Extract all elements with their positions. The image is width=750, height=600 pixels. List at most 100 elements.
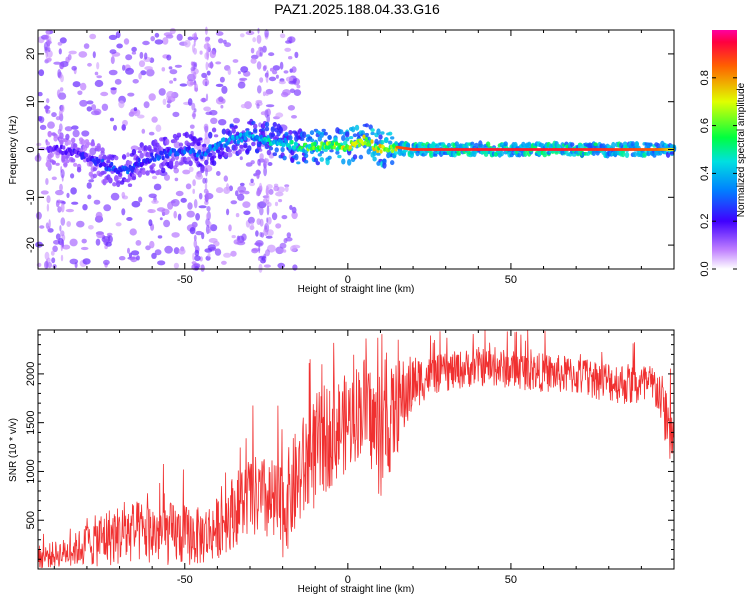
noise-blob [188, 166, 194, 172]
noise-streak [207, 253, 211, 258]
noise-blob [151, 199, 159, 204]
noise-blob [221, 85, 228, 94]
noise-streak [46, 257, 51, 264]
noise-blob [189, 124, 195, 129]
noise-blob [69, 258, 79, 265]
band-blob [303, 153, 309, 158]
noise-streak [60, 254, 64, 262]
band-blob [382, 162, 387, 169]
band-blob [208, 131, 213, 139]
noise-streak [57, 41, 63, 46]
colorbar: 0.0 0.2 0.4 0.6 0.8 Normalized spectral ampl… [699, 30, 747, 277]
band-blob [669, 151, 675, 155]
noise-blob [143, 101, 150, 109]
band-blob [145, 170, 150, 176]
noise-blob [105, 241, 112, 247]
band-blob [372, 151, 377, 156]
ridge-blob [239, 132, 243, 137]
noise-blob [216, 171, 221, 176]
band-blob [274, 147, 279, 153]
band-blob [278, 126, 283, 134]
ridge-blob [240, 138, 244, 143]
spectrogram-ylabel: Frequency (Hz) [8, 116, 19, 185]
band-blob [264, 121, 270, 128]
band-blob [433, 153, 438, 157]
noise-blob [95, 238, 101, 246]
noise-blob [195, 213, 201, 221]
noise-blob [122, 64, 126, 71]
ridge-blob [200, 155, 204, 160]
ridge-blob [356, 138, 360, 143]
band-blob [137, 150, 142, 154]
band-blob [67, 139, 72, 145]
noise-blob [180, 197, 187, 203]
chart-title: PAZ1.2025.188.04.33.G16 [274, 1, 440, 17]
noise-blob [109, 117, 115, 122]
band-blob [223, 152, 229, 158]
noise-blob [55, 233, 61, 240]
noise-blob [243, 210, 251, 216]
noise-blob [200, 264, 205, 272]
noise-streak [255, 190, 261, 197]
noise-streak [192, 44, 195, 53]
x-tick-label: 0 [345, 574, 351, 586]
noise-blob [169, 69, 178, 75]
noise-blob [215, 83, 224, 87]
noise-blob [80, 246, 89, 251]
noise-blob [226, 183, 229, 191]
noise-blob [215, 187, 224, 194]
ridge-blob [176, 151, 180, 157]
noise-blob [113, 124, 117, 131]
noise-streak [263, 253, 267, 263]
x-tick-label: 50 [505, 574, 517, 586]
noise-blob [210, 224, 218, 232]
noise-streak [257, 85, 262, 94]
noise-blob [285, 40, 292, 44]
y-tick-label: 1000 [25, 459, 37, 483]
noise-streak [205, 190, 210, 200]
noise-blob [242, 201, 251, 209]
noise-blob [39, 124, 47, 130]
noise-blob [239, 156, 243, 161]
band-blob [204, 159, 209, 166]
band-blob [634, 141, 639, 148]
band-blob [380, 139, 385, 145]
noise-blob [38, 116, 45, 123]
noise-streak [257, 172, 260, 179]
band-blob [251, 141, 256, 147]
noise-blob [83, 43, 90, 49]
noise-streak [194, 108, 197, 113]
band-blob [243, 144, 248, 149]
band-blob [116, 180, 121, 188]
ridge-blob [137, 157, 141, 163]
noise-blob [275, 74, 279, 79]
band-blob [176, 132, 182, 136]
y-tick-label: -20 [25, 237, 37, 253]
band-blob [347, 158, 352, 166]
ridge-blob [161, 155, 165, 161]
noise-blob [96, 61, 100, 70]
noise-blob [207, 244, 216, 251]
band-blob [270, 126, 275, 133]
noise-blob [140, 70, 147, 76]
x-tick-label: 0 [345, 274, 351, 286]
noise-blob [235, 190, 239, 197]
noise-blob [247, 216, 255, 224]
noise-blob [130, 256, 138, 263]
noise-streak [192, 110, 196, 120]
noise-streak [60, 217, 66, 226]
band-blob [202, 146, 207, 153]
band-blob [65, 159, 70, 164]
noise-blob [76, 220, 85, 228]
ridge-blob [301, 148, 306, 153]
noise-blob [179, 83, 188, 87]
noise-streak [259, 182, 262, 191]
noise-streak [48, 219, 51, 229]
band-blob [270, 133, 275, 138]
noise-streak [191, 61, 194, 70]
noise-streak [258, 245, 261, 254]
noise-blob [110, 87, 117, 91]
noise-blob [129, 228, 137, 236]
noise-streak [44, 35, 49, 40]
band-blob [200, 167, 205, 174]
